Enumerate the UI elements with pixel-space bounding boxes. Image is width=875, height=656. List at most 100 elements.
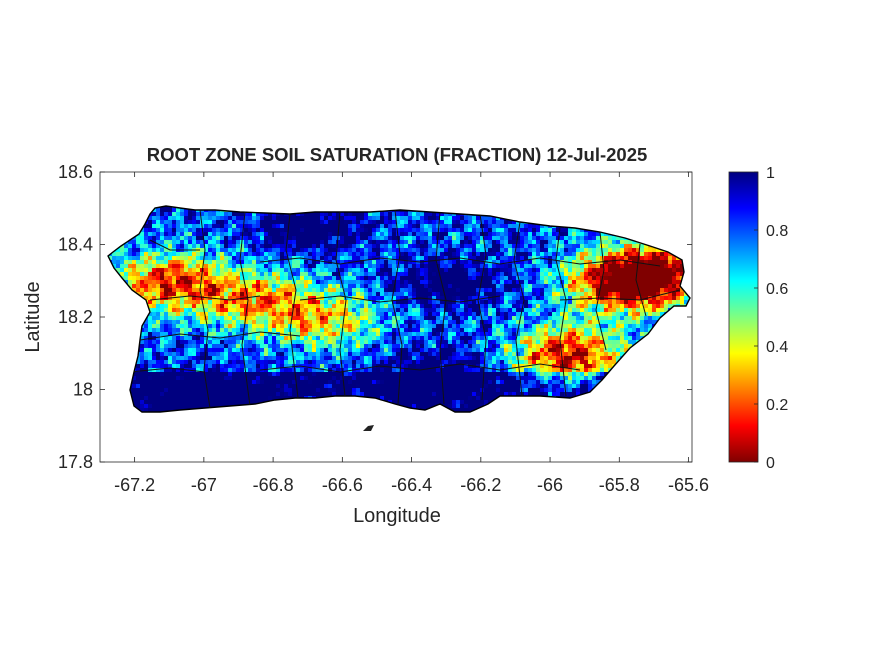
saturation-cell — [604, 260, 609, 265]
saturation-cell — [448, 244, 453, 249]
saturation-cell — [576, 244, 581, 249]
saturation-cell — [584, 276, 589, 281]
saturation-cell — [208, 300, 213, 305]
saturation-cell — [352, 280, 357, 285]
saturation-cell — [452, 268, 457, 273]
saturation-cell — [200, 260, 205, 265]
saturation-cell — [224, 324, 229, 329]
saturation-cell — [472, 272, 477, 277]
saturation-cell — [284, 308, 289, 313]
saturation-cell — [276, 232, 281, 237]
saturation-cell — [136, 280, 141, 285]
saturation-cell — [312, 256, 317, 261]
saturation-cell — [664, 304, 669, 309]
saturation-cell — [428, 256, 433, 261]
saturation-cell — [624, 296, 629, 301]
saturation-cell — [300, 280, 305, 285]
saturation-cell — [180, 232, 185, 237]
saturation-cell — [536, 308, 541, 313]
saturation-cell — [604, 324, 609, 329]
saturation-cell — [164, 272, 169, 277]
saturation-cell — [192, 300, 197, 305]
saturation-cell — [212, 252, 217, 257]
saturation-cell — [256, 288, 261, 293]
saturation-cell — [324, 276, 329, 281]
saturation-cell — [296, 236, 301, 241]
saturation-cell — [184, 216, 189, 221]
saturation-cell — [488, 268, 493, 273]
saturation-cell — [532, 332, 537, 337]
saturation-cell — [340, 272, 345, 277]
saturation-cell — [200, 240, 205, 245]
saturation-cell — [612, 280, 617, 285]
saturation-cell — [396, 296, 401, 301]
saturation-cell — [468, 320, 473, 325]
saturation-cell — [404, 264, 409, 269]
saturation-cell — [568, 244, 573, 249]
saturation-cell — [184, 252, 189, 257]
saturation-cell — [556, 264, 561, 269]
saturation-cell — [288, 260, 293, 265]
saturation-cell — [652, 264, 657, 269]
saturation-cell — [424, 288, 429, 293]
saturation-cell — [620, 236, 625, 241]
saturation-cell — [128, 272, 133, 277]
saturation-cell — [496, 244, 501, 249]
saturation-cell — [468, 236, 473, 241]
saturation-cell — [180, 292, 185, 297]
saturation-cell — [312, 264, 317, 269]
saturation-cell — [236, 312, 241, 317]
saturation-cell — [188, 304, 193, 309]
saturation-cell — [368, 260, 373, 265]
saturation-cell — [476, 292, 481, 297]
saturation-cell — [308, 236, 313, 241]
saturation-cell — [264, 308, 269, 313]
saturation-cell — [260, 292, 265, 297]
saturation-cell — [468, 308, 473, 313]
saturation-cell — [308, 240, 313, 245]
saturation-cell — [172, 312, 177, 317]
saturation-cell — [140, 232, 145, 237]
saturation-cell — [320, 240, 325, 245]
saturation-cell — [576, 240, 581, 245]
saturation-cell — [496, 228, 501, 233]
saturation-cell — [336, 280, 341, 285]
saturation-cell — [220, 264, 225, 269]
saturation-cell — [460, 276, 465, 281]
saturation-cell — [492, 292, 497, 297]
saturation-cell — [640, 284, 645, 289]
saturation-cell — [424, 240, 429, 245]
saturation-cell — [552, 268, 557, 273]
saturation-cell — [476, 272, 481, 277]
saturation-cell — [500, 260, 505, 265]
saturation-cell — [236, 240, 241, 245]
saturation-cell — [248, 236, 253, 241]
saturation-cell — [264, 316, 269, 321]
saturation-cell — [632, 304, 637, 309]
saturation-cell — [164, 300, 169, 305]
saturation-cell — [372, 296, 377, 301]
saturation-cell — [384, 308, 389, 313]
saturation-cell — [176, 300, 181, 305]
saturation-cell — [420, 220, 425, 225]
saturation-cell — [460, 312, 465, 317]
saturation-cell — [472, 316, 477, 321]
saturation-cell — [492, 268, 497, 273]
saturation-cell — [160, 272, 165, 277]
saturation-cell — [320, 252, 325, 257]
saturation-cell — [224, 248, 229, 253]
saturation-cell — [340, 312, 345, 317]
saturation-cell — [412, 272, 417, 277]
saturation-cell — [488, 272, 493, 277]
saturation-cell — [248, 280, 253, 285]
saturation-cell — [548, 308, 553, 313]
saturation-cell — [620, 252, 625, 257]
saturation-cell — [384, 232, 389, 237]
saturation-cell — [172, 260, 177, 265]
saturation-cell — [472, 256, 477, 261]
saturation-cell — [260, 320, 265, 325]
saturation-cell — [180, 304, 185, 309]
saturation-cell — [632, 308, 637, 313]
saturation-cell — [264, 268, 269, 273]
saturation-cell — [444, 304, 449, 309]
